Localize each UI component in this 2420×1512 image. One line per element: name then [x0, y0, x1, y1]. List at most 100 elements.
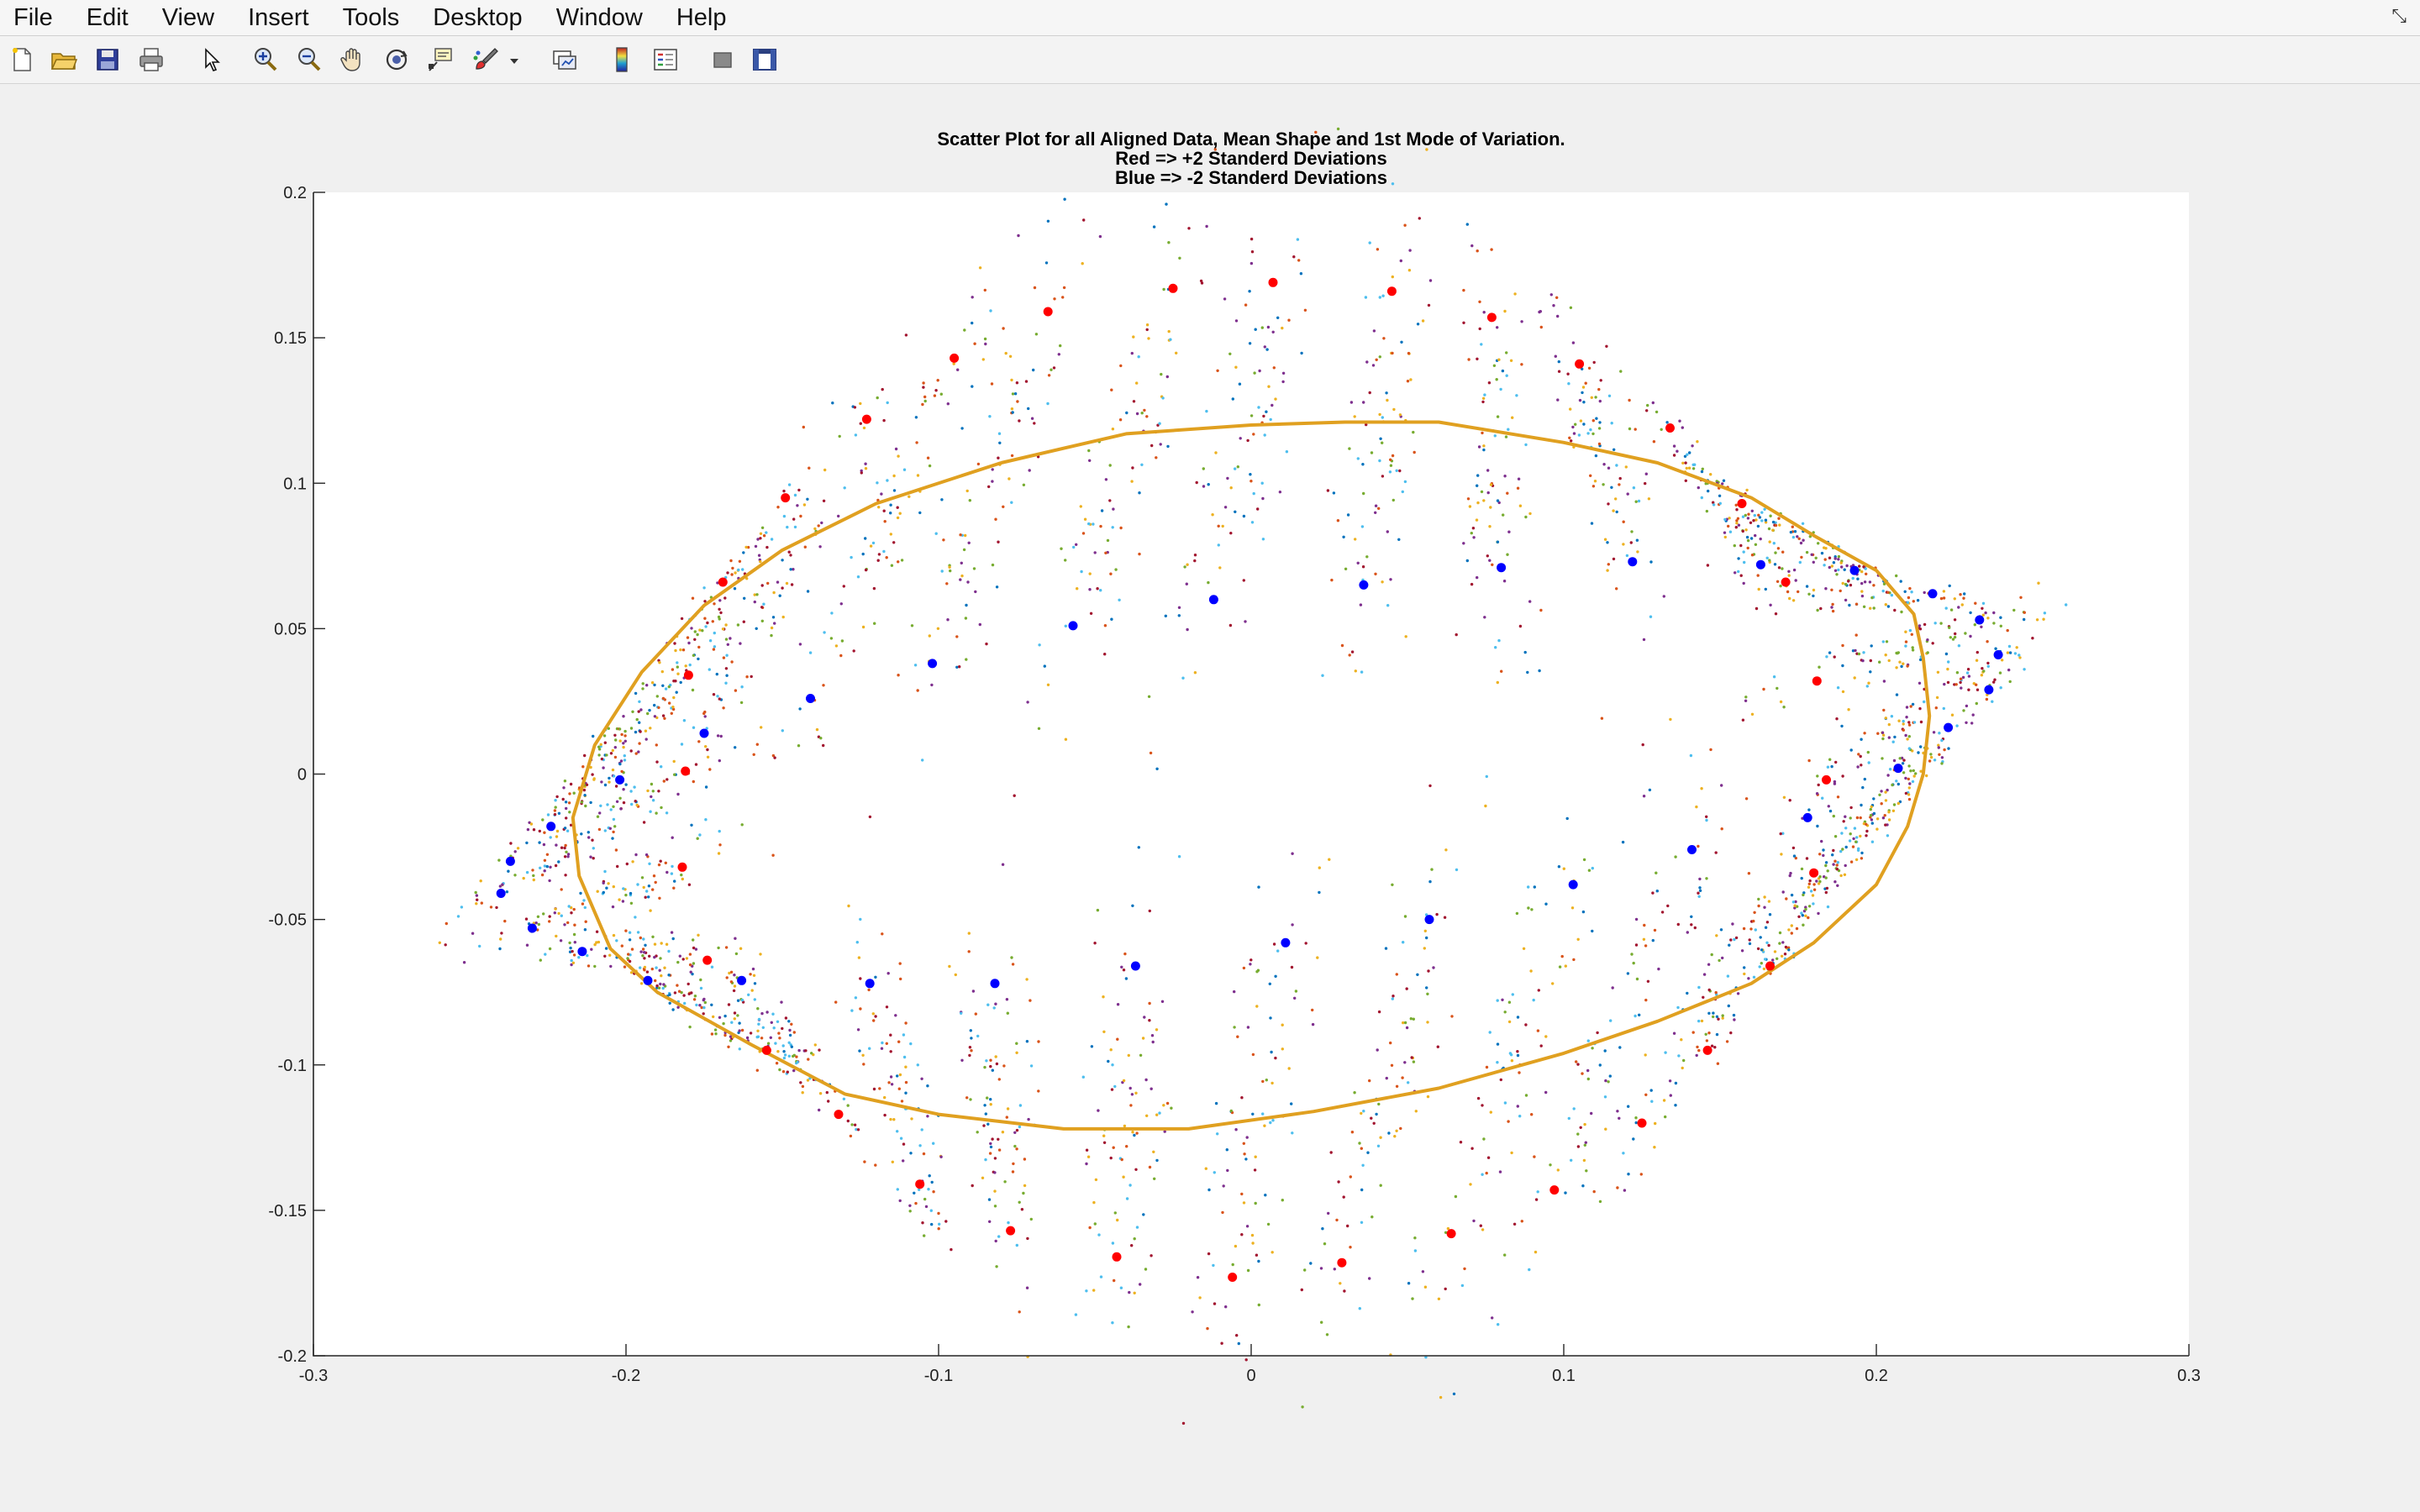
aligned-data-point [1353, 1091, 1356, 1095]
aligned-data-point [670, 931, 674, 934]
aligned-data-point [696, 633, 699, 637]
aligned-data-point [740, 823, 744, 827]
aligned-data-point [1037, 1040, 1040, 1043]
aligned-data-point [1886, 591, 1890, 594]
aligned-data-point [1881, 816, 1886, 820]
undock-figure-icon[interactable]: ⤡ [2391, 5, 2407, 26]
show-plot-tools-icon[interactable] [750, 45, 780, 75]
menu-bar: File Edit View Insert Tools Desktop Wind… [0, 0, 2420, 36]
aligned-data-point [1796, 535, 1799, 538]
rotate-3d-icon[interactable] [381, 45, 412, 75]
aligned-data-point [571, 961, 576, 965]
plus-2sd-point [1486, 312, 1497, 323]
aligned-data-point [651, 935, 655, 938]
aligned-data-point [1581, 391, 1584, 395]
aligned-data-point [890, 564, 894, 567]
aligned-data-point [1412, 1017, 1416, 1021]
aligned-data-point [1354, 669, 1358, 673]
zoom-in-icon[interactable] [250, 45, 281, 75]
data-cursor-icon[interactable] [425, 45, 455, 75]
edit-plot-arrow-icon[interactable] [197, 45, 227, 75]
menu-help[interactable]: Help [676, 4, 727, 31]
aligned-data-point [699, 986, 703, 990]
aligned-data-point [787, 1054, 791, 1058]
aligned-data-point [1636, 550, 1639, 554]
aligned-data-point [1884, 823, 1887, 827]
aligned-data-point [1787, 574, 1791, 577]
plus-2sd-point [677, 862, 687, 872]
aligned-data-point [697, 740, 701, 743]
aligned-data-point [878, 1087, 881, 1090]
aligned-data-point [1944, 652, 1949, 656]
aligned-data-point [1729, 938, 1733, 942]
aligned-data-point [718, 1016, 722, 1020]
aligned-data-point [1029, 1064, 1034, 1068]
aligned-data-point [959, 578, 962, 581]
aligned-data-point [1752, 975, 1756, 979]
aligned-data-point [1776, 547, 1781, 550]
save-icon[interactable] [92, 45, 123, 75]
menu-view[interactable]: View [161, 4, 215, 31]
aligned-data-point [1742, 927, 1746, 931]
aligned-data-point [1981, 613, 1985, 617]
aligned-data-point [1349, 401, 1354, 404]
aligned-data-point [1639, 1173, 1644, 1176]
aligned-data-point [942, 538, 945, 542]
aligned-data-point [1468, 505, 1472, 508]
aligned-data-point [1392, 498, 1396, 502]
aligned-data-point [1017, 234, 1020, 238]
aligned-data-point [640, 876, 644, 879]
aligned-data-point [797, 744, 801, 748]
aligned-data-point [613, 755, 618, 759]
hide-plot-tools-icon[interactable] [708, 45, 738, 75]
aligned-data-point [657, 986, 661, 990]
menu-file[interactable]: File [13, 4, 53, 31]
aligned-data-point [904, 333, 908, 337]
aligned-data-point [798, 643, 802, 646]
aligned-data-point [733, 974, 736, 977]
aligned-data-point [934, 389, 938, 392]
aligned-data-point [1664, 1115, 1667, 1119]
aligned-data-point [714, 1032, 718, 1036]
aligned-data-point [1818, 853, 1822, 856]
brush-dropdown-icon[interactable] [506, 45, 523, 75]
aligned-data-point [565, 850, 568, 853]
menu-window[interactable]: Window [555, 4, 643, 31]
aligned-data-point [1376, 248, 1380, 251]
menu-edit[interactable]: Edit [86, 4, 129, 31]
aligned-data-point [1824, 890, 1828, 895]
aligned-data-point [1612, 448, 1616, 451]
aligned-data-point [2013, 652, 2018, 655]
open-file-icon[interactable] [49, 45, 79, 75]
aligned-data-point [1459, 1141, 1463, 1144]
aligned-data-point [555, 835, 559, 838]
aligned-data-point [985, 1059, 988, 1063]
aligned-data-point [1488, 525, 1491, 528]
brush-icon[interactable] [471, 45, 501, 75]
menu-desktop[interactable]: Desktop [433, 4, 523, 31]
aligned-data-point [1662, 595, 1666, 598]
aligned-data-point [759, 532, 763, 535]
aligned-data-point [1697, 985, 1701, 990]
aligned-data-point [734, 689, 738, 692]
menu-tools[interactable]: Tools [342, 4, 400, 31]
aligned-data-point [697, 645, 701, 649]
aligned-data-point [744, 545, 748, 549]
aligned-data-point [546, 813, 550, 816]
aligned-data-point [1586, 1077, 1591, 1081]
aligned-data-point [724, 638, 729, 641]
aligned-data-point [755, 1068, 759, 1072]
insert-legend-icon[interactable] [650, 45, 681, 75]
aligned-data-point [1676, 922, 1681, 927]
print-icon[interactable] [136, 45, 166, 75]
pan-hand-icon[interactable] [338, 45, 368, 75]
new-figure-icon[interactable] [7, 45, 37, 75]
zoom-out-icon[interactable] [294, 45, 324, 75]
menu-insert[interactable]: Insert [248, 4, 309, 31]
insert-colorbar-icon[interactable] [607, 45, 637, 75]
link-plot-icon[interactable] [550, 45, 580, 75]
plus-2sd-point [1781, 577, 1791, 587]
aligned-data-point [1221, 524, 1224, 528]
aligned-data-point [1884, 799, 1888, 802]
minus-2sd-point [1424, 915, 1434, 925]
